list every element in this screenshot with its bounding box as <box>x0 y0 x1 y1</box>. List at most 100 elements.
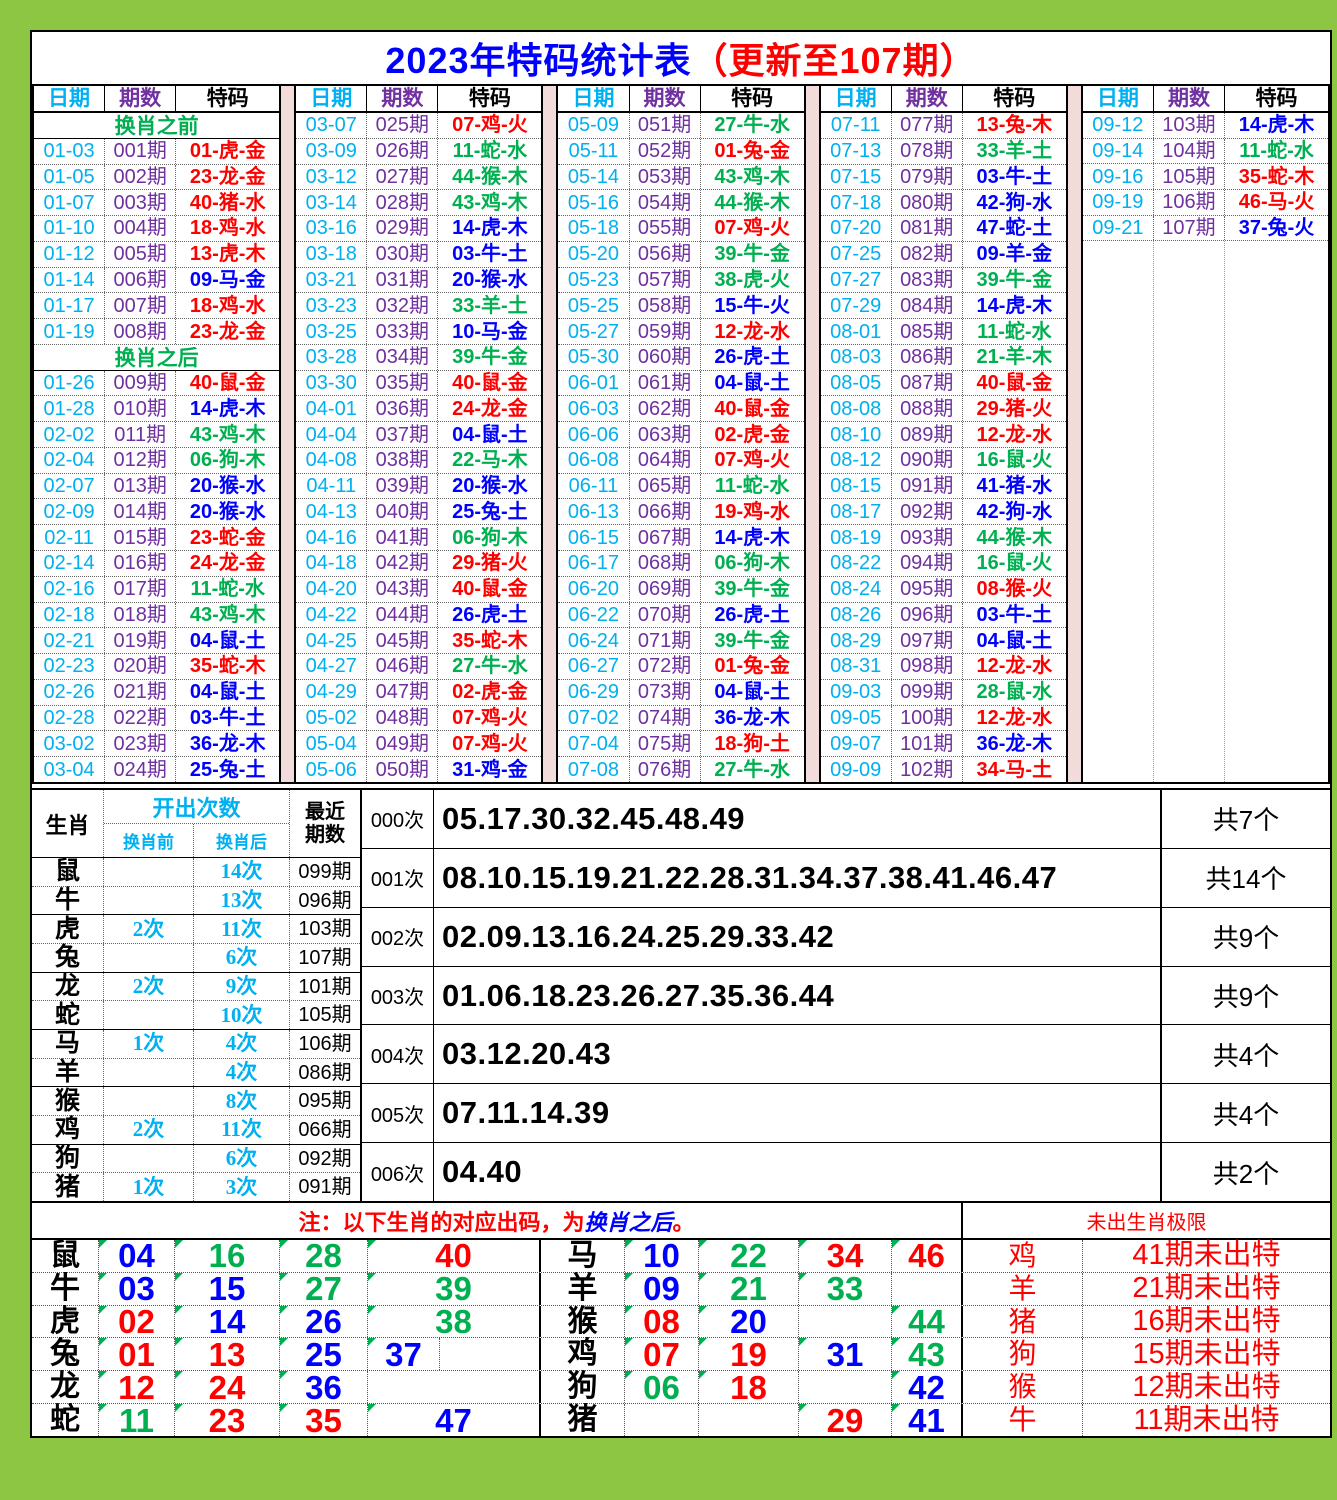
period-cell: 101期 <box>892 731 963 757</box>
date-cell: 07-04 <box>558 731 630 757</box>
period-cell: 013期 <box>105 473 177 499</box>
number-cell: 27 <box>280 1272 368 1305</box>
table-row: 08-15 091期 41-猪-水 <box>820 473 1066 500</box>
table-row: 06-06 063期 02-虎-金 <box>558 422 804 448</box>
zodiac-stat-row: 狗 6次 092期 <box>32 1144 360 1174</box>
code-header: 特码 <box>206 87 249 110</box>
period-cell: 055期 <box>630 216 701 241</box>
table-row: 03-09 026期 11-蛇-水 <box>296 138 542 165</box>
period-cell: 093期 <box>892 525 963 551</box>
code-cell: 43-鸡-木 <box>452 191 528 214</box>
recent-period: 091期 <box>298 1176 352 1199</box>
recent-period: 103期 <box>298 918 352 941</box>
table-row: 04-01 036期 24-龙-金 <box>296 396 542 423</box>
before-count <box>104 1058 194 1087</box>
period-cell: 059期 <box>630 319 701 344</box>
period-cell: 035期 <box>367 370 439 396</box>
code-cell: 35-蛇-木 <box>452 629 528 652</box>
frequency-row: 003次 01.06.18.23.26.27.35.36.44 共9个 <box>362 966 1330 1026</box>
table-row: 01-05 002期 23-龙-金 <box>34 164 280 191</box>
table-row: 02-11 015期 23-蛇-金 <box>34 525 280 552</box>
date-cell: 04-01 <box>296 396 368 422</box>
code-cell: 14-虎-木 <box>976 294 1053 317</box>
period-cell: 089期 <box>892 422 963 447</box>
table-row: 04-20 043期 40-鼠-金 <box>296 576 542 603</box>
stats-section: 生肖 开出次数 换肖前 换肖后 最近 期数 鼠 14次 099期牛 13次 096期虎 2… <box>32 788 1330 1203</box>
unborn-zodiac-cell: 牛 <box>963 1404 1083 1436</box>
table-row: 08-17 092期 42-狗-水 <box>820 499 1066 526</box>
code-cell: 14-虎-木 <box>189 397 266 420</box>
date-cell: 07-25 <box>821 241 892 267</box>
recent-period: 105期 <box>298 1004 352 1027</box>
code-cell: 06-狗-木 <box>452 526 528 549</box>
date-header: 日期 <box>558 86 630 111</box>
zodiac-name: 猪 <box>32 1173 104 1202</box>
code-cell: 46-马-火 <box>1238 191 1315 214</box>
period-cell: 092期 <box>892 499 963 525</box>
unborn-zodiac-cell: 鸡 <box>963 1240 1083 1272</box>
code-cell: 25-兔-土 <box>452 500 528 523</box>
period-cell: 073期 <box>630 679 701 705</box>
code-cell: 40-猪-水 <box>189 191 266 214</box>
table-gap <box>281 84 295 784</box>
table-header-row: 日期 期数 特码 <box>1082 86 1329 113</box>
period-cell: 085期 <box>892 319 963 344</box>
frequency-numbers: 08.10.15.19.21.22.28.31.34.37.38.41.46.4… <box>442 859 1058 895</box>
date-cell: 01-07 <box>34 190 106 216</box>
period-cell: 041期 <box>367 525 439 551</box>
table-row: 07-04 075期 18-狗-土 <box>558 731 804 758</box>
unborn-limit-header: 未出生肖极限 <box>1086 1212 1207 1234</box>
period-cell: 068期 <box>630 551 701 576</box>
date-cell: 09-07 <box>821 731 892 757</box>
date-cell: 09-03 <box>821 679 892 705</box>
code-cell: 11-蛇-水 <box>452 140 528 163</box>
recent-period: 101期 <box>298 975 352 998</box>
period-header: 期数 <box>1154 86 1225 111</box>
recent-period: 086期 <box>298 1061 352 1084</box>
date-cell: 03-18 <box>296 241 368 267</box>
code-cell: 21-羊-木 <box>976 346 1053 369</box>
table-gap <box>805 84 819 784</box>
after-count: 13次 <box>194 886 290 915</box>
table-gap <box>543 84 557 784</box>
code-cell: 11-蛇-水 <box>190 578 265 601</box>
table-row: 05-25 058期 15-牛-火 <box>558 293 804 320</box>
unborn-limit-cell: 16期未出特 <box>1132 1305 1281 1338</box>
code-cell: 29-猪-火 <box>976 397 1053 420</box>
code-cell: 24-龙-金 <box>189 552 266 575</box>
code-cell: 01-虎-金 <box>189 140 266 163</box>
code-cell: 27-牛-水 <box>714 114 790 137</box>
date-cell: 03-09 <box>296 138 368 164</box>
code-cell: 41-猪-水 <box>976 475 1053 498</box>
number-cell: 43 <box>892 1338 963 1371</box>
zodiac-name: 牛 <box>32 886 104 915</box>
table-row: 05-18 055期 07-鸡-火 <box>558 216 804 242</box>
table-row: 06-27 072期 01-兔-金 <box>558 654 804 680</box>
code-cell: 40-鼠-金 <box>452 372 528 395</box>
code-cell: 09-羊-金 <box>976 243 1053 266</box>
date-cell: 08-08 <box>821 396 892 422</box>
code-cell: 04-鼠-土 <box>714 681 790 704</box>
date-cell: 05-04 <box>296 731 368 757</box>
recent-period: 096期 <box>298 889 352 912</box>
table-row: 03-12 027期 44-猴-木 <box>296 164 542 191</box>
unborn-limit-cell: 15期未出特 <box>1132 1337 1281 1370</box>
period-cell: 057期 <box>630 267 701 293</box>
date-cell: 02-26 <box>34 679 106 705</box>
code-cell: 22-马-木 <box>452 449 528 472</box>
results-table: 日期 期数 特码 换肖之前 01-03 001期 01-虎-金 01-05 002期 23-龙-金… <box>32 84 282 784</box>
table-row: 04-29 047期 02-虎-金 <box>296 679 542 706</box>
code-cell: 12-龙-水 <box>976 655 1053 678</box>
date-cell: 01-03 <box>34 138 106 164</box>
code-cell: 26-虎-土 <box>714 603 790 626</box>
date-cell: 08-31 <box>821 654 892 679</box>
period-header: 期数 <box>892 86 963 111</box>
table-row: 05-20 056期 39-牛-金 <box>558 241 804 268</box>
after-change-header: 换肖后 <box>216 833 267 852</box>
code-cell: 39-牛-金 <box>714 243 790 266</box>
table-header-row: 日期 期数 特码 <box>820 86 1066 113</box>
before-count: 1次 <box>104 1030 194 1058</box>
table-row: 07-25 082期 09-羊-金 <box>820 241 1066 268</box>
zodiac-number-row: 鼠 04 16 28 40 马 10 22 34 46 鸡 41期未出特 <box>32 1240 1330 1273</box>
table-row: 01-28 010期 14-虎-木 <box>34 396 280 423</box>
